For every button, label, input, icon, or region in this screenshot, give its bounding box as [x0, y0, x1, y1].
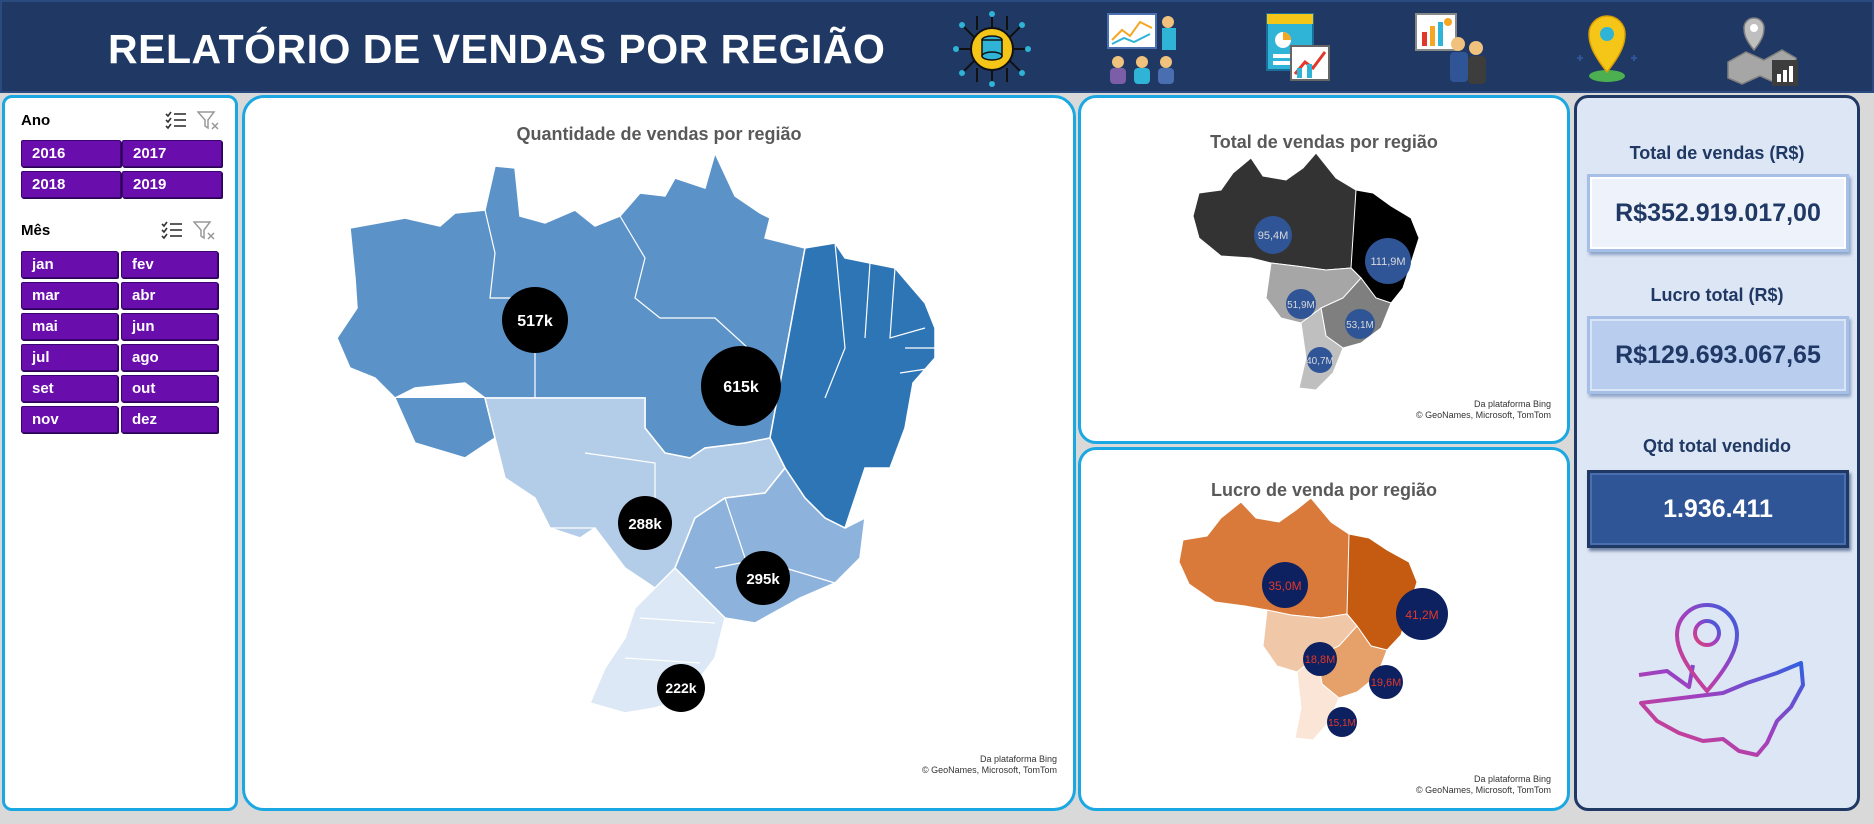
- total-sales-label: Total de vendas (R$): [1629, 143, 1805, 163]
- month-chip-mar[interactable]: mar: [21, 282, 118, 309]
- kpi-panel: Total de vendas (R$) R$352.919.017,00 Lu…: [1574, 95, 1860, 811]
- month-slicer-title: Mês: [21, 222, 51, 239]
- month-chip-jun[interactable]: jun: [121, 313, 218, 340]
- page-title: RELATÓRIO DE VENDAS POR REGIÃO: [108, 26, 886, 72]
- sales-total-map-panel: Total de vendas por região 95,4M 111,9M …: [1078, 95, 1570, 444]
- database-chip-icon: [952, 10, 1032, 88]
- bubble-label: 222k: [665, 680, 696, 696]
- header-bar: RELATÓRIO DE VENDAS POR REGIÃO: [0, 0, 1874, 93]
- month-chip-fev[interactable]: fev: [121, 251, 218, 278]
- profit-map-title: Lucro de venda por região: [1210, 480, 1438, 500]
- bubble-southeast[interactable]: 53,1M: [1345, 309, 1375, 339]
- bubble-northeast[interactable]: 41,2M: [1396, 588, 1448, 640]
- total-profit-label: Lucro total (R$): [1650, 285, 1784, 305]
- bubble-label: 35,0M: [1268, 579, 1301, 593]
- bubble-north[interactable]: 95,4M: [1254, 216, 1292, 254]
- month-chip-ago[interactable]: ago: [121, 344, 218, 371]
- clear-filter-icon[interactable]: [197, 110, 219, 130]
- bubble-label: 95,4M: [1258, 230, 1289, 242]
- multi-select-icon[interactable]: [161, 220, 183, 240]
- sales-total-map-title: Total de vendas por região: [1210, 132, 1438, 152]
- year-chip-2019[interactable]: 2019: [122, 171, 222, 198]
- map-chart-icon: [1722, 10, 1802, 88]
- bubble-central-west[interactable]: 18,8M: [1303, 642, 1337, 676]
- year-chip-2016[interactable]: 2016: [21, 140, 121, 167]
- bubble-northeast[interactable]: 111,9M: [1365, 238, 1411, 284]
- bubble-southeast[interactable]: 19,6M: [1369, 665, 1403, 699]
- bubble-north[interactable]: 517k: [502, 287, 568, 353]
- month-chip-set[interactable]: set: [21, 375, 118, 402]
- bubble-label: 40,7M: [1306, 356, 1334, 367]
- bubble-southeast[interactable]: 295k: [736, 551, 790, 605]
- filters-panel: Ano 2016 2017 2018 2019 Mês jan fev mar …: [2, 95, 238, 811]
- year-slicer-title: Ano: [21, 112, 51, 129]
- month-chip-out[interactable]: out: [121, 375, 218, 402]
- bubble-label: 51,9M: [1287, 300, 1315, 311]
- bubble-northeast[interactable]: 615k: [701, 346, 781, 426]
- bubble-label: 53,1M: [1346, 320, 1374, 331]
- year-chip-2018[interactable]: 2018: [21, 171, 121, 198]
- bubble-south[interactable]: 40,7M: [1306, 347, 1334, 373]
- sales-quantity-map-panel: Quantidade de vendas por região 517k 615…: [242, 95, 1076, 811]
- bubble-label: 19,6M: [1371, 677, 1402, 689]
- bubble-label: 295k: [746, 571, 780, 588]
- month-chip-jan[interactable]: jan: [21, 251, 118, 278]
- map-location-illustration-icon: [1627, 583, 1817, 778]
- month-chip-mai[interactable]: mai: [21, 313, 118, 340]
- sales-quantity-map-title: Quantidade de vendas por região: [516, 124, 802, 144]
- total-sales-value: R$352.919.017,00: [1587, 174, 1849, 252]
- map-credit: Da plataforma Bing © GeoNames, Microsoft…: [1416, 774, 1551, 795]
- business-meeting-icon: [1412, 10, 1492, 88]
- bubble-north[interactable]: 35,0M: [1262, 562, 1308, 608]
- total-quantity-label: Qtd total vendido: [1643, 436, 1791, 456]
- month-chip-abr[interactable]: abr: [121, 282, 218, 309]
- report-chart-icon: [1257, 10, 1337, 88]
- bubble-label: 41,2M: [1405, 608, 1438, 622]
- multi-select-icon[interactable]: [165, 110, 187, 130]
- month-chip-nov[interactable]: nov: [21, 406, 118, 433]
- bubble-label: 18,8M: [1305, 654, 1336, 666]
- clear-filter-icon[interactable]: [193, 220, 215, 240]
- bubble-south[interactable]: 222k: [657, 664, 705, 712]
- profit-map-panel: Lucro de venda por região 35,0M 41,2M 18…: [1078, 447, 1570, 811]
- total-quantity-value: 1.936.411: [1587, 470, 1849, 548]
- brazil-total-sales-map[interactable]: 95,4M 111,9M 51,9M 53,1M 40,7M: [1081, 98, 1567, 441]
- month-chip-jul[interactable]: jul: [21, 344, 118, 371]
- bubble-label: 517k: [517, 313, 553, 330]
- bubble-label: 615k: [723, 379, 759, 396]
- bubble-central-west[interactable]: 288k: [618, 496, 672, 550]
- location-pin-icon: [1567, 10, 1647, 88]
- month-chip-dez[interactable]: dez: [121, 406, 218, 433]
- presentation-icon: [1102, 10, 1182, 88]
- bubble-south[interactable]: 15,1M: [1327, 707, 1357, 737]
- bubble-label: 111,9M: [1370, 256, 1405, 268]
- total-profit-value: R$129.693.067,65: [1587, 316, 1849, 394]
- bubble-label: 288k: [628, 516, 662, 533]
- region-north: [336, 150, 806, 459]
- bubble-label: 15,1M: [1328, 718, 1356, 729]
- bubble-central-west[interactable]: 51,9M: [1286, 289, 1316, 319]
- brazil-profit-map[interactable]: 35,0M 41,2M 18,8M 19,6M 15,1M: [1081, 450, 1567, 808]
- brazil-region-map[interactable]: 517k 615k 288k 295k 222k: [245, 98, 1073, 808]
- year-chip-2017[interactable]: 2017: [122, 140, 222, 167]
- map-credit: Da plataforma Bing © GeoNames, Microsoft…: [1416, 399, 1551, 420]
- map-credit: Da plataforma Bing © GeoNames, Microsoft…: [922, 754, 1057, 775]
